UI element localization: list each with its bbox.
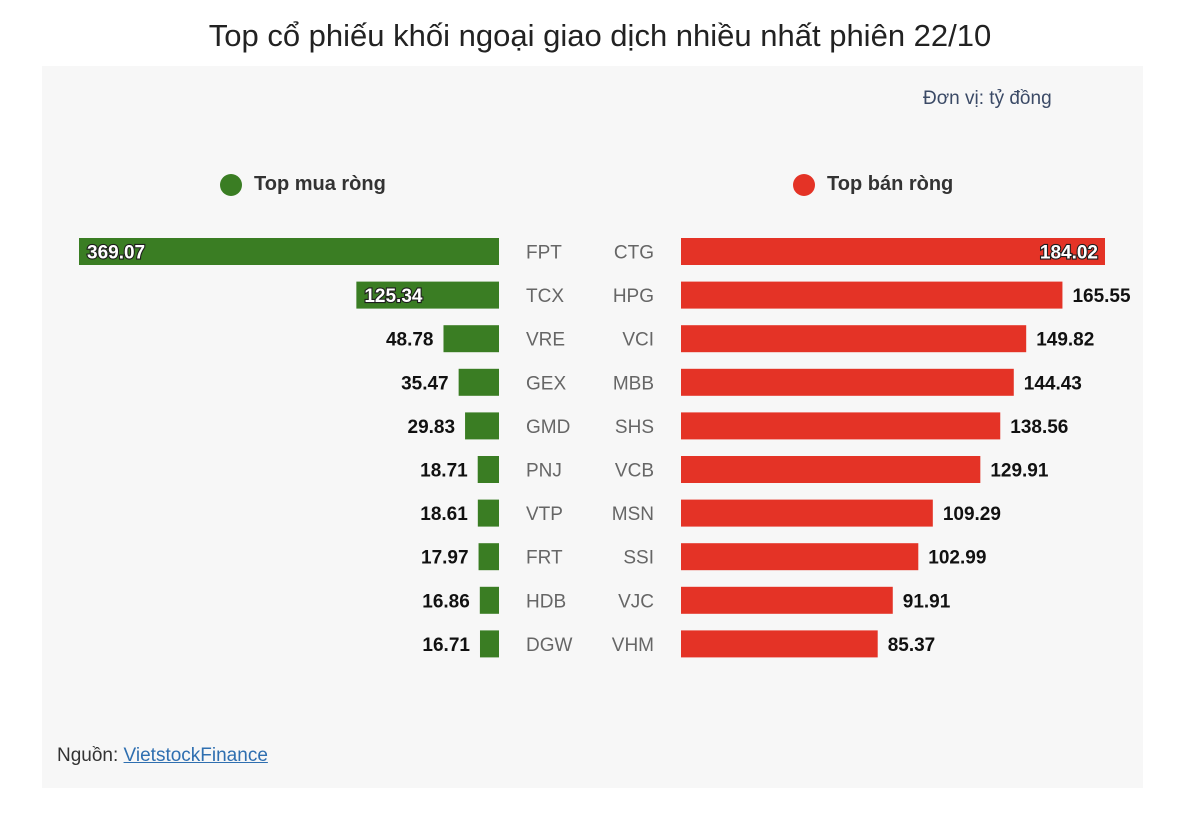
sell-ticker-label: MBB — [613, 373, 654, 394]
sell-value-label: 129.91 — [990, 461, 1049, 482]
sell-bar — [681, 368, 1014, 396]
sell-ticker-label: HPG — [613, 286, 654, 307]
buy-ticker-label: GEX — [526, 373, 566, 394]
legend-buy-label: Top mua ròng — [254, 173, 386, 195]
sell-value-label: 91.91 — [903, 591, 951, 612]
buy-value-label: 35.47 — [401, 373, 449, 394]
buy-bar — [479, 630, 499, 658]
buy-value-label: 16.86 — [422, 591, 470, 612]
buy-value-label: 18.71 — [420, 461, 468, 482]
buy-bar — [356, 281, 499, 309]
sell-ticker-label: VCI — [622, 330, 654, 351]
legend-sell-dot-icon — [793, 173, 815, 196]
buy-bar — [465, 412, 499, 440]
sell-value-label: 102.99 — [928, 548, 986, 569]
sell-bar — [681, 412, 1001, 440]
sell-value-label: 138.56 — [1010, 417, 1068, 438]
sell-bar — [681, 499, 933, 527]
source-note: Nguồn: VietstockFinance — [57, 745, 268, 767]
buy-ticker-label: GMD — [526, 417, 570, 438]
buy-value-label: 16.71 — [422, 635, 470, 656]
sell-bar — [681, 543, 919, 571]
sell-ticker-label: VJC — [618, 591, 654, 612]
sell-bar — [681, 325, 1027, 353]
buy-bar — [79, 238, 499, 265]
sell-value-label: 85.37 — [888, 635, 936, 656]
sell-value-label: 165.55 — [1072, 286, 1131, 307]
sell-ticker-label: VHM — [612, 635, 654, 656]
sell-bar — [681, 586, 893, 614]
buy-bar — [479, 586, 499, 614]
buy-ticker-label: HDB — [526, 591, 566, 612]
sell-bar — [681, 456, 981, 483]
sell-bar — [681, 630, 878, 658]
buy-ticker-label: VRE — [526, 330, 565, 351]
sell-value-label: 149.82 — [1036, 330, 1094, 351]
sell-bar — [681, 281, 1063, 309]
sell-value-label: 109.29 — [943, 504, 1001, 525]
buy-value-label: 125.34 — [364, 286, 423, 307]
buy-ticker-label: FPT — [526, 243, 562, 264]
sell-value-label: 184.02 — [1040, 243, 1098, 264]
buy-bar — [477, 499, 499, 527]
sell-ticker-label: CTG — [614, 243, 654, 264]
buy-ticker-label: FRT — [526, 548, 563, 569]
buy-value-label: 369.07 — [87, 243, 145, 264]
source-label: Nguồn: — [57, 745, 124, 766]
sell-ticker-label: VCB — [615, 461, 654, 482]
buy-bar — [443, 325, 499, 353]
buy-ticker-label: VTP — [526, 504, 563, 525]
sell-ticker-label: SHS — [615, 417, 654, 438]
unit-label: Đơn vị: tỷ đồng — [923, 88, 1052, 109]
sell-value-label: 144.43 — [1024, 373, 1082, 394]
buy-ticker-label: TCX — [526, 286, 564, 307]
buy-ticker-label: PNJ — [526, 461, 562, 482]
buy-ticker-label: DGW — [526, 635, 573, 656]
sell-bar — [681, 238, 1105, 265]
buy-bar — [477, 456, 499, 483]
buy-value-label: 17.97 — [421, 548, 469, 569]
sell-ticker-label: MSN — [612, 504, 654, 525]
legend-sell-label: Top bán ròng — [827, 173, 954, 195]
legend-buy: Top mua ròng — [220, 173, 386, 196]
sell-ticker-label: SSI — [623, 548, 654, 569]
buy-value-label: 18.61 — [420, 504, 468, 525]
legend-buy-dot-icon — [220, 173, 242, 196]
chart-title: Top cổ phiếu khối ngoại giao dịch nhiều … — [208, 18, 992, 53]
buy-value-label: 48.78 — [386, 330, 434, 351]
buy-bar — [478, 543, 499, 571]
source-link[interactable]: VietstockFinance — [123, 745, 268, 766]
buy-bar — [458, 368, 499, 396]
legend-sell: Top bán ròng — [793, 173, 953, 196]
buy-value-label: 29.83 — [408, 417, 456, 438]
